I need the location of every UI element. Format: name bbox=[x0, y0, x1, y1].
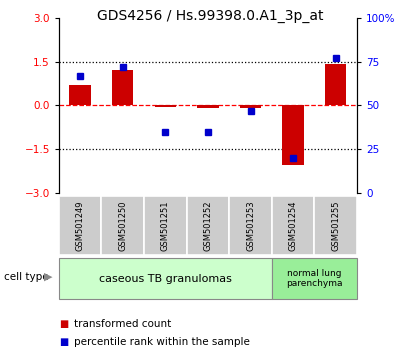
Text: ■: ■ bbox=[59, 337, 68, 347]
Bar bbox=[197, 105, 218, 108]
Text: GSM501253: GSM501253 bbox=[246, 200, 255, 251]
Text: GSM501255: GSM501255 bbox=[331, 200, 340, 251]
Text: ■: ■ bbox=[59, 319, 68, 329]
Text: transformed count: transformed count bbox=[74, 319, 171, 329]
Bar bbox=[69, 85, 91, 105]
Bar bbox=[282, 105, 304, 165]
Bar bbox=[155, 105, 176, 107]
Text: cell type: cell type bbox=[4, 272, 49, 282]
Text: GSM501254: GSM501254 bbox=[289, 200, 298, 251]
Text: GDS4256 / Hs.99398.0.A1_3p_at: GDS4256 / Hs.99398.0.A1_3p_at bbox=[97, 9, 323, 23]
Bar bbox=[325, 64, 346, 105]
Text: GSM501249: GSM501249 bbox=[76, 200, 84, 251]
Text: ▶: ▶ bbox=[44, 272, 52, 282]
Text: caseous TB granulomas: caseous TB granulomas bbox=[99, 274, 232, 284]
Text: percentile rank within the sample: percentile rank within the sample bbox=[74, 337, 249, 347]
Text: GSM501250: GSM501250 bbox=[118, 200, 127, 251]
Text: GSM501251: GSM501251 bbox=[161, 200, 170, 251]
Text: GSM501252: GSM501252 bbox=[203, 200, 213, 251]
Bar bbox=[112, 70, 134, 105]
Text: normal lung
parenchyma: normal lung parenchyma bbox=[286, 269, 343, 289]
Bar bbox=[240, 105, 261, 108]
